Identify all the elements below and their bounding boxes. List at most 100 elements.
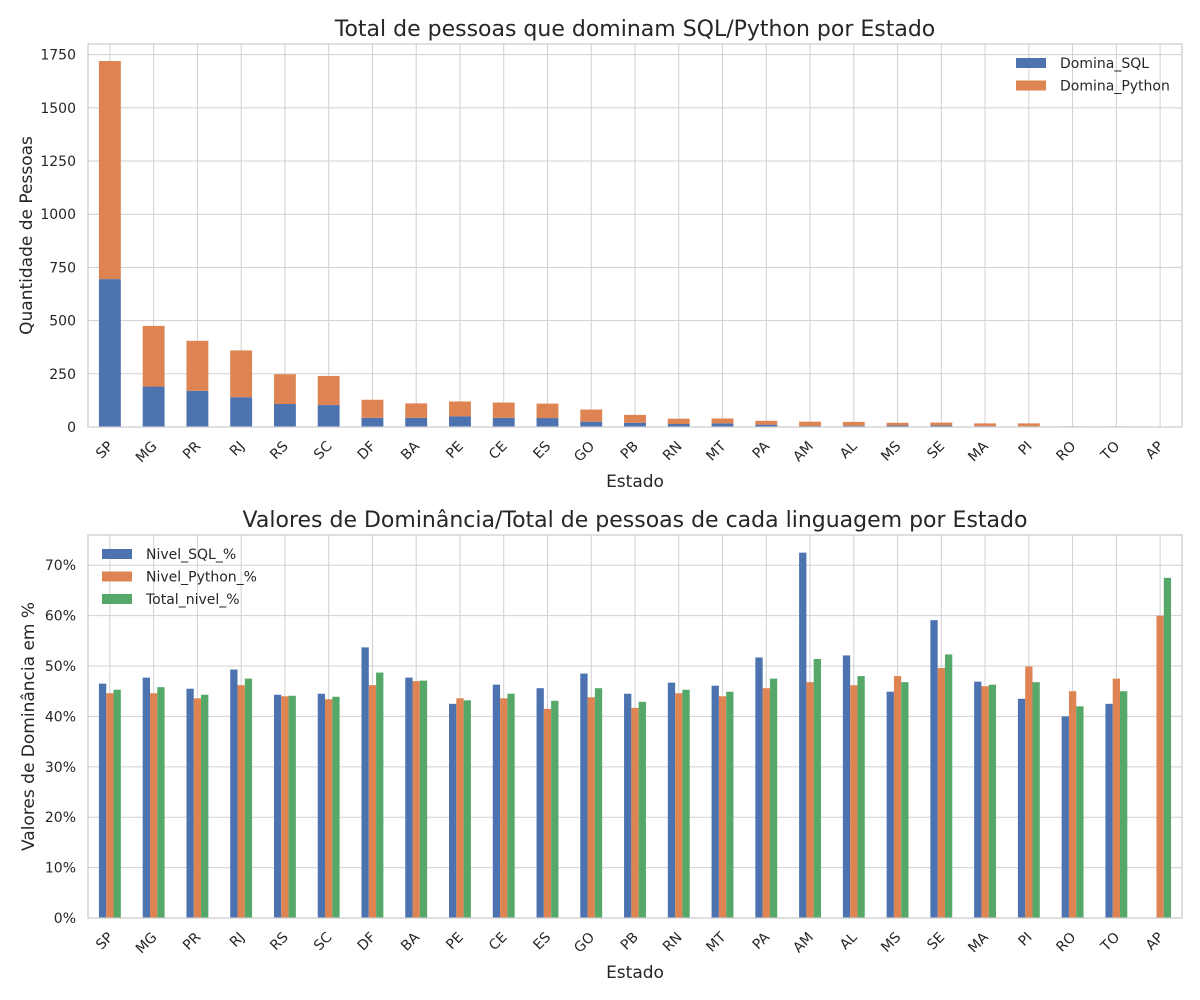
bar-nivel-python--se bbox=[937, 668, 945, 918]
bar-domina-sql-sc bbox=[317, 405, 340, 427]
bar-domina-python-rn bbox=[667, 418, 690, 425]
bar-total-nivel--mt bbox=[726, 691, 734, 918]
bar-nivel-python--mt bbox=[718, 696, 727, 918]
legend-label: Total_nivel_% bbox=[145, 592, 240, 608]
y-tick-label: 500 bbox=[49, 314, 76, 330]
bar-domina-python-go bbox=[580, 409, 603, 422]
x-tick-label: TO bbox=[1097, 439, 1123, 465]
legend: Domina_SQL Domina_Python bbox=[1016, 56, 1170, 95]
x-tick-label: SC bbox=[311, 929, 336, 954]
x-tick-label: TO bbox=[1097, 930, 1123, 956]
x-axis-label: Estado bbox=[606, 963, 664, 983]
bar-nivel-sql--ro bbox=[1061, 716, 1069, 918]
bar-nivel-python--rs bbox=[281, 696, 289, 918]
y-axis-label: Quantidade de Pessoas bbox=[17, 136, 37, 335]
bar-nivel-sql--se bbox=[930, 620, 938, 918]
x-tick-label: SP bbox=[93, 439, 117, 463]
x-tick-label: PB bbox=[618, 930, 642, 954]
bar-domina-python-mg bbox=[142, 325, 165, 387]
y-tick-label: 0% bbox=[54, 911, 76, 927]
bar-nivel-sql--rn bbox=[667, 682, 676, 918]
x-tick-label: SP bbox=[93, 930, 117, 954]
x-tick-label: RJ bbox=[227, 439, 248, 460]
bar-total-nivel--ms bbox=[901, 682, 909, 918]
x-tick-label: MS bbox=[878, 438, 904, 464]
bar-domina-python-al bbox=[842, 421, 865, 426]
x-tick-label: AP bbox=[1143, 930, 1167, 954]
y-tick-label: 250 bbox=[49, 367, 76, 383]
bar-nivel-sql--pa bbox=[755, 657, 763, 918]
y-tick-label: 60% bbox=[45, 609, 76, 625]
bar-domina-sql-ms bbox=[886, 425, 909, 427]
y-tick-label: 1750 bbox=[40, 48, 76, 64]
bar-domina-sql-pa bbox=[755, 424, 778, 427]
bar-nivel-python--al bbox=[850, 685, 858, 918]
bar-nivel-python--rj bbox=[237, 685, 245, 918]
x-tick-label: PB bbox=[618, 439, 642, 463]
bar-nivel-python--ap bbox=[1156, 615, 1164, 918]
x-tick-label: GO bbox=[571, 439, 598, 466]
bar-total-nivel--ma bbox=[988, 684, 997, 918]
bar-total-nivel--ro bbox=[1076, 706, 1084, 918]
x-tick-label: MA bbox=[965, 438, 992, 465]
x-tick-label: SE bbox=[924, 439, 948, 463]
bar-total-nivel--df bbox=[376, 672, 384, 918]
legend-label: Nivel_Python_% bbox=[146, 570, 257, 586]
bar-domina-python-am bbox=[799, 421, 821, 426]
plot-frame bbox=[87, 43, 1183, 428]
bar-total-nivel--pi bbox=[1032, 682, 1040, 918]
x-tick-label: GO bbox=[571, 930, 598, 957]
bar-nivel-python--ma bbox=[981, 686, 989, 918]
bar-nivel-python--go bbox=[587, 697, 595, 918]
bar-nivel-python--df bbox=[368, 685, 377, 918]
x-tick-label: AP bbox=[1143, 439, 1167, 463]
bar-nivel-sql--am bbox=[799, 552, 807, 918]
x-tick-label: PI bbox=[1015, 930, 1035, 950]
bar-total-nivel--es bbox=[551, 700, 559, 918]
bar-nivel-sql--to bbox=[1105, 703, 1113, 918]
bar-nivel-sql--sc bbox=[317, 693, 326, 918]
legend-label: Domina_SQL bbox=[1060, 56, 1149, 72]
x-tick-label: RO bbox=[1053, 930, 1079, 956]
bar-total-nivel--sp bbox=[113, 689, 121, 918]
bar-domina-python-pr bbox=[186, 340, 209, 391]
bar-total-nivel--pr bbox=[201, 694, 209, 918]
bar-nivel-sql--go bbox=[580, 673, 588, 918]
bar-nivel-python--es bbox=[543, 708, 552, 918]
bar-nivel-python--pr bbox=[193, 698, 202, 918]
x-tick-label: CE bbox=[486, 930, 510, 954]
bar-total-nivel--am bbox=[813, 658, 821, 918]
bar-domina-python-mt bbox=[711, 418, 734, 424]
bar-domina-sql-mg bbox=[142, 386, 165, 427]
x-tick-label: MA bbox=[965, 929, 992, 956]
bar-domina-sql-al bbox=[842, 425, 865, 427]
legend-label: Nivel_SQL_% bbox=[146, 547, 236, 563]
bar-domina-python-pb bbox=[624, 414, 646, 423]
bar-domina-python-df bbox=[361, 399, 384, 418]
bar-total-nivel--ap bbox=[1163, 577, 1172, 918]
x-tick-label: SC bbox=[311, 438, 336, 463]
y-axis-label: Valores de Dominância em % bbox=[19, 602, 39, 851]
bar-total-nivel--pe bbox=[463, 700, 471, 918]
bar-domina-sql-rs bbox=[273, 404, 296, 427]
bar-nivel-sql--es bbox=[536, 688, 544, 918]
legend-swatch bbox=[102, 594, 132, 604]
bar-total-nivel--to bbox=[1120, 691, 1128, 918]
bar-nivel-sql--rj bbox=[230, 669, 238, 918]
bar-domina-sql-pe bbox=[449, 416, 471, 427]
bar-nivel-python--ba bbox=[412, 681, 420, 918]
bar-nivel-python--pe bbox=[456, 698, 464, 918]
bar-domina-sql-ce bbox=[492, 417, 515, 427]
y-tick-label: 1000 bbox=[40, 207, 76, 223]
bar-nivel-sql--pi bbox=[1017, 698, 1026, 918]
bar-domina-sql-sp bbox=[98, 279, 121, 427]
bar-total-nivel--rj bbox=[244, 678, 253, 918]
x-tick-label: PI bbox=[1015, 439, 1035, 459]
bar-nivel-python--ce bbox=[500, 698, 508, 918]
y-tick-label: 1250 bbox=[40, 154, 76, 170]
bar-total-nivel--al bbox=[857, 676, 865, 918]
x-tick-label: SE bbox=[924, 930, 948, 954]
bar-domina-python-ba bbox=[405, 403, 428, 418]
bar-domina-sql-rj bbox=[230, 397, 253, 427]
